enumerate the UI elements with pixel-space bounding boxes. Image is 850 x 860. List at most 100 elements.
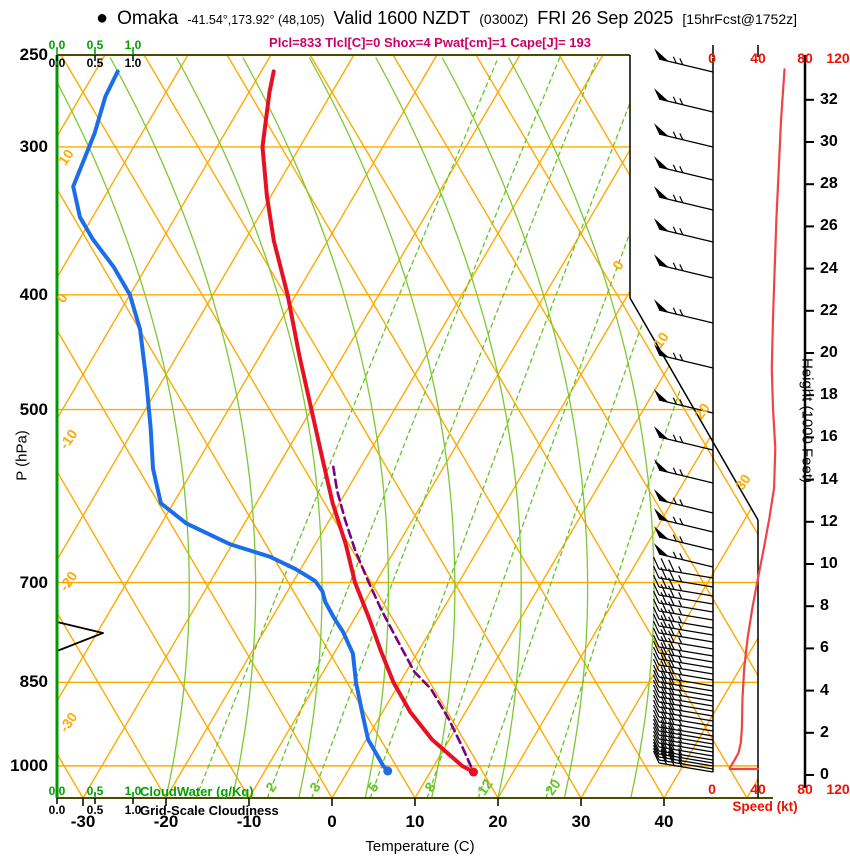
station-name: Omaka — [117, 8, 179, 29]
wind-barb — [653, 543, 714, 568]
wind-barb — [653, 88, 714, 113]
wind-barb — [652, 714, 714, 737]
height-tick-label: 28 — [820, 175, 838, 193]
cloudiness-profile — [56, 621, 104, 652]
grid-lines — [57, 55, 758, 798]
pressure-tick-label: 500 — [19, 399, 48, 419]
wind-barb — [652, 590, 714, 613]
sounding-parameters: Plcl=833 Tlcl[C]=0 Shox=4 Pwat[cm]=1 Cap… — [269, 35, 591, 50]
wind-barb — [652, 640, 714, 663]
speed-tick-label: 40 — [750, 50, 766, 66]
height-tick-label: 12 — [820, 512, 838, 530]
wind-barb — [653, 254, 714, 279]
wind-barb — [652, 704, 714, 727]
temperature-tick-label: -30 — [70, 812, 96, 831]
temperature-tick-label: 40 — [654, 812, 674, 831]
wind-barb — [652, 741, 714, 764]
height-tick-label: 4 — [820, 681, 829, 699]
wind-barb — [652, 684, 714, 707]
wind-barb — [652, 669, 714, 692]
height-tick-label: 14 — [820, 470, 838, 488]
height-tick-label: 24 — [820, 259, 838, 277]
cloudwater-scale-tick: 0.5 — [86, 784, 104, 798]
speed-tick-label: 80 — [797, 50, 813, 66]
wind-barb — [653, 299, 714, 324]
cloudwater-scale-tick: 1.0 — [124, 784, 142, 798]
wind-barb — [652, 722, 714, 745]
station-coordinates: -41.54°,173.92° (48,105) — [187, 13, 325, 27]
pressure-tick-label: 850 — [19, 672, 48, 692]
wind-speed-curve — [728, 68, 786, 771]
height-tick-label: 8 — [820, 597, 829, 615]
wind-barb — [652, 652, 714, 675]
wind-barb — [652, 664, 714, 687]
cloudiness-scale-tick: 0.5 — [86, 803, 104, 817]
wind-barb — [652, 606, 714, 629]
wind-barb — [652, 730, 714, 753]
temperature-axis-title: Temperature (C) — [365, 838, 475, 855]
wind-barb — [652, 679, 714, 702]
wind-barb — [653, 344, 714, 369]
wind-barb — [652, 734, 714, 757]
header: ● Omaka -41.54°,173.92° (48,105) Valid 1… — [96, 8, 797, 30]
wind-barb — [652, 709, 714, 732]
wind-barb — [652, 565, 714, 588]
wind-barb — [652, 699, 714, 722]
wind-barb — [652, 574, 714, 597]
scale-ticks — [56, 49, 665, 806]
cloudiness-scale-title: Grid-Scale Cloudiness — [140, 803, 279, 818]
height-tick-label: 18 — [820, 386, 838, 404]
speed-tick-label: 0 — [708, 781, 716, 797]
wind-barb — [652, 747, 714, 770]
wind-barb — [653, 48, 714, 73]
speed-tick-label: 0 — [708, 50, 716, 66]
temperature-tick-label: 20 — [488, 812, 508, 831]
cloudwater-scale-tick: 0.0 — [48, 784, 66, 798]
pressure-tick-label: 300 — [19, 136, 48, 156]
cloudiness-scale-tick: 1.0 — [124, 803, 142, 817]
pressure-tick-label: 400 — [19, 284, 48, 304]
wind-barbs — [652, 45, 759, 773]
pressure-tick-label: 700 — [19, 572, 48, 592]
height-axis-title: Height (1000 Feet) — [798, 357, 816, 484]
surface-temperature-dot — [468, 767, 478, 777]
cloudwater-scale-tick: 1.0 — [124, 38, 142, 52]
height-tick-label: 30 — [820, 133, 838, 150]
temperature-tick-label: -20 — [153, 812, 179, 831]
wind-barb — [653, 186, 714, 211]
valid-date: FRI 26 Sep 2025 — [537, 8, 674, 28]
cloudiness-scale-tick: 0.0 — [48, 803, 66, 817]
pressure-tick-label: 1000 — [10, 755, 48, 775]
temperature-curve — [260, 69, 476, 774]
cloudiness-scale-tick: 0.5 — [86, 56, 104, 70]
sounding-curves — [71, 69, 476, 774]
wind-barb — [653, 508, 714, 533]
wind-barb — [652, 634, 714, 657]
height-tick-label: 0 — [820, 766, 829, 783]
wind-barb — [652, 738, 714, 761]
wind-barb — [652, 726, 714, 749]
temperature-tick-label: 10 — [405, 812, 425, 831]
cloudwater-scale-tick: 0.0 — [48, 38, 66, 52]
wind-barb — [652, 598, 714, 621]
parcel-path-curve — [332, 465, 475, 774]
valid-time: Valid 1600 NZDT — [333, 8, 471, 28]
speed-tick-label: 120 — [826, 781, 850, 797]
wind-barb — [652, 613, 714, 636]
wind-barb — [653, 459, 714, 484]
cloudwater-scale-title: CloudWater (g/Kg) — [140, 784, 254, 799]
height-tick-label: 10 — [820, 555, 838, 572]
height-tick-label: 20 — [820, 344, 838, 361]
speed-tick-label: 120 — [826, 50, 850, 66]
pressure-tick-label: 250 — [19, 45, 48, 64]
wind-barb — [652, 694, 714, 717]
height-tick-label: 26 — [820, 217, 838, 235]
height-tick-label: 16 — [820, 428, 838, 446]
wind-barb — [653, 526, 714, 551]
station-bullet-icon: ● — [96, 7, 109, 29]
height-tick-label: 32 — [820, 90, 838, 108]
wind-barb — [652, 718, 714, 741]
wind-barb — [652, 744, 714, 767]
forecast-lead-time: [15hrFcst@1752z] — [682, 11, 797, 27]
